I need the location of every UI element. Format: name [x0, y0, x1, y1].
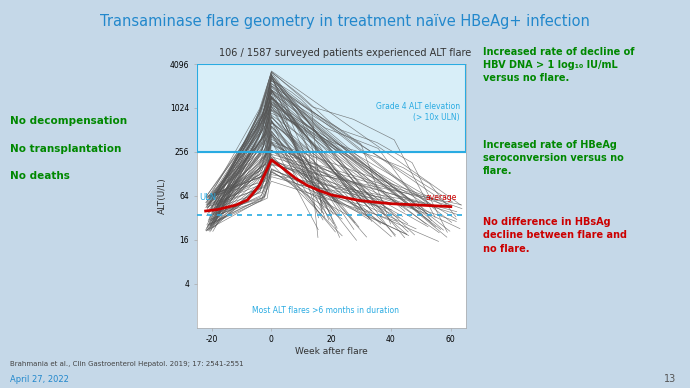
- Text: No transplantation: No transplantation: [10, 144, 121, 154]
- Text: Most ALT flares >6 months in duration: Most ALT flares >6 months in duration: [252, 306, 399, 315]
- Text: 13: 13: [664, 374, 676, 384]
- Text: Transaminase flare geometry in treatment naïve HBeAg+ infection: Transaminase flare geometry in treatment…: [100, 14, 590, 29]
- X-axis label: Week after flare: Week after flare: [295, 347, 368, 356]
- Text: 106 / 1587 surveyed patients experienced ALT flare: 106 / 1587 surveyed patients experienced…: [219, 48, 471, 59]
- Text: Grade 4 ALT elevation
(> 10x ULN): Grade 4 ALT elevation (> 10x ULN): [375, 102, 460, 122]
- Text: No difference in HBsAg
decline between flare and
no flare.: No difference in HBsAg decline between f…: [483, 217, 627, 254]
- Y-axis label: ALT(U/L): ALT(U/L): [158, 178, 167, 214]
- Text: No decompensation: No decompensation: [10, 116, 128, 126]
- Text: average: average: [426, 193, 457, 202]
- Text: April 27, 2022: April 27, 2022: [10, 375, 69, 384]
- Text: Increased rate of decline of
HBV DNA > 1 log₁₀ IU/mL
versus no flare.: Increased rate of decline of HBV DNA > 1…: [483, 47, 635, 83]
- Text: No deaths: No deaths: [10, 171, 70, 181]
- Text: Increased rate of HBeAg
seroconversion versus no
flare.: Increased rate of HBeAg seroconversion v…: [483, 140, 624, 176]
- Text: ULN: ULN: [199, 193, 217, 202]
- Text: Brahmania et al., Clin Gastroenterol Hepatol. 2019; 17: 2541-2551: Brahmania et al., Clin Gastroenterol Hep…: [10, 361, 244, 367]
